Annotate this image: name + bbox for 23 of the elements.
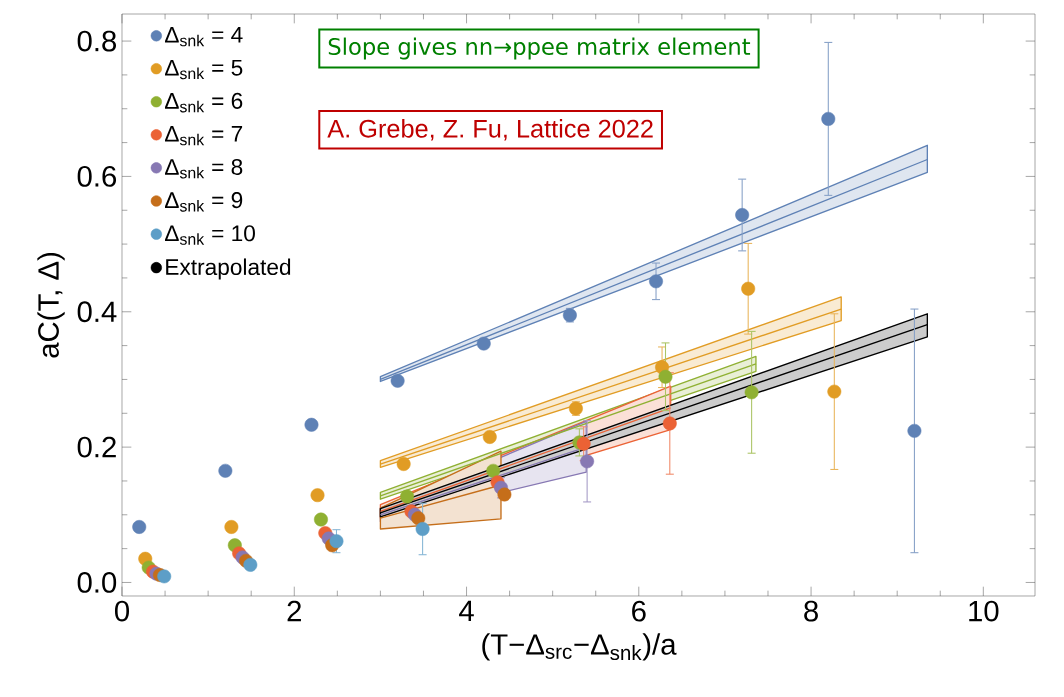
legend-label: Extrapolated [166,258,291,280]
x-tick-label: 8 [804,600,818,622]
x-axis-title: (T−Δ$_{src}$−Δ$_{snk}$)/a [482,633,677,661]
legend-label: Δ$_{snk}$ = 7 [164,126,243,146]
x-tick-label: 2 [287,600,301,622]
annotation: A. Grebe, Z. Fu, Lattice 2022 [327,119,653,141]
y-tick-label: 0.4 [77,301,117,323]
legend-label: Δ$_{snk}$ = 9 [164,192,243,212]
y-axis-title: aC(T, Δ) [37,253,65,358]
legend-label: Δ$_{snk}$ = 10 [164,225,255,245]
x-tick-label: 4 [459,600,474,621]
y-tick-label: 0.8 [77,30,117,52]
x-tick-label: 6 [632,600,646,622]
legend-label: Δ$_{snk}$ = 6 [164,92,243,113]
legend-label: Δ$_{snk}$ = 4 [164,27,243,47]
annotation: Slope gives nn→ppee matrix element [328,37,751,60]
x-tick-label: 0 [114,600,129,622]
x-tick-label: 10 [969,600,999,622]
y-tick-label: 0.6 [77,166,117,187]
y-tick-label: 0.0 [77,572,117,593]
legend-label: Δ$_{snk}$ = 8 [164,158,243,179]
y-tick-label: 0.2 [77,436,116,458]
legend-label: Δ$_{snk}$ = 5 [164,59,243,80]
